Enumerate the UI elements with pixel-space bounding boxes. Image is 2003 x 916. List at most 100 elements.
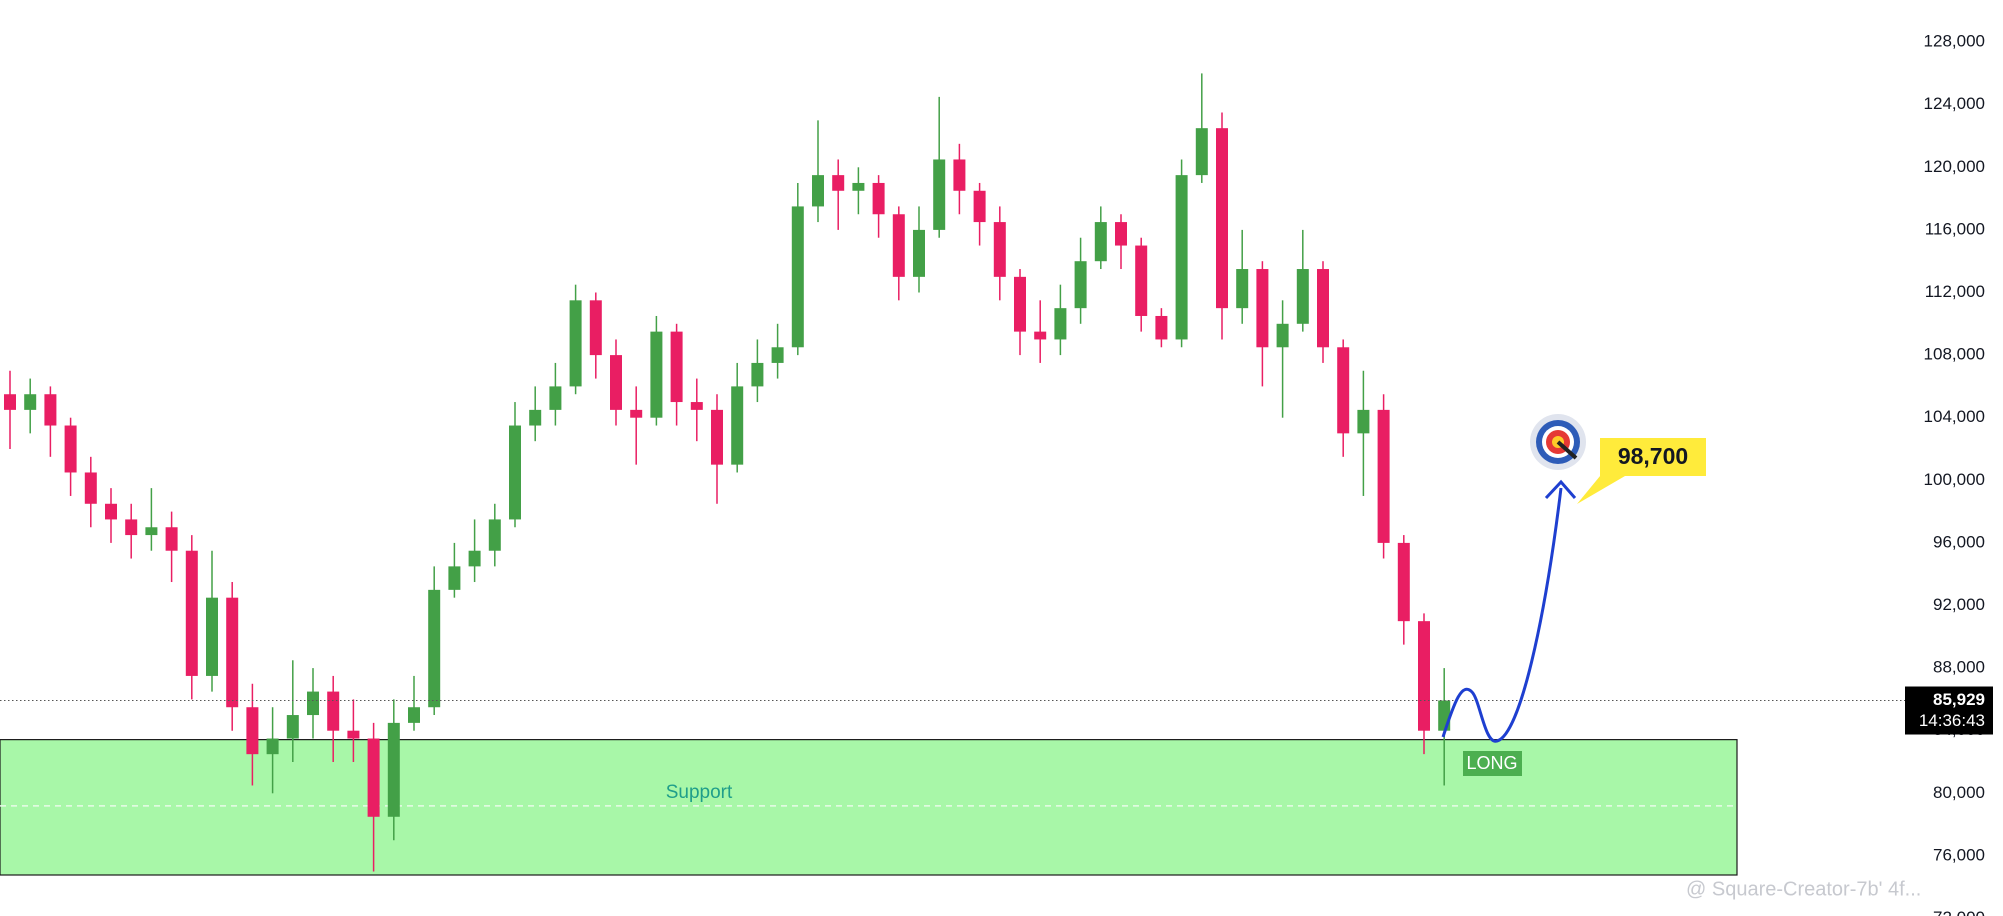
y-tick-label: 96,000 [1933, 532, 1985, 551]
y-tick-label: 76,000 [1933, 845, 1985, 864]
candle-body [549, 386, 562, 410]
candle-body [1155, 315, 1168, 340]
candle-body [408, 707, 420, 723]
y-tick-label: 128,000 [1924, 32, 1985, 51]
candle-body [731, 386, 744, 465]
candle-body [246, 707, 259, 755]
candle-body [1216, 128, 1228, 309]
candle-body [1115, 222, 1127, 246]
candle-body [1317, 269, 1329, 348]
candle-body [1135, 245, 1148, 316]
candle-body [1418, 621, 1430, 731]
candle-body [892, 214, 905, 277]
support-zone [0, 739, 1738, 876]
candle-body [812, 175, 824, 207]
candle-body [852, 182, 865, 191]
candle-body [529, 409, 542, 426]
target-pointer [1577, 470, 1625, 504]
candle-body [185, 550, 198, 676]
y-tick-label: 100,000 [1924, 470, 1985, 489]
candle-body [1276, 323, 1289, 348]
candle-body [1377, 409, 1390, 543]
y-tick-label: 88,000 [1933, 658, 1985, 677]
projection-arrowhead [1544, 479, 1577, 500]
annotations: 98,700 LONG @ Square-Creator-7b' 4f... [1441, 414, 1921, 900]
y-tick-label: 124,000 [1924, 94, 1985, 113]
last-price-label: 85,929 [1933, 690, 1985, 709]
y-tick-label: 120,000 [1924, 157, 1985, 176]
candle-body [347, 730, 360, 739]
candle-body [1236, 269, 1249, 309]
price-axis: 72,00076,00080,00084,00088,00092,00096,0… [0, 32, 1993, 916]
candle-body [953, 159, 966, 191]
candle-body [1296, 269, 1309, 324]
target-icon [1530, 414, 1586, 470]
last-price-box [1905, 686, 1993, 735]
candle-body [4, 394, 16, 410]
candle-body [771, 347, 784, 363]
candle-body [569, 300, 582, 387]
candle-body [327, 691, 340, 731]
candle-body [105, 503, 117, 520]
candle-body [1337, 347, 1350, 434]
candle-body [1175, 175, 1188, 340]
projection-path [1441, 487, 1563, 743]
candles-layer [4, 73, 1451, 872]
candle-body [1094, 222, 1107, 262]
y-tick-label: 112,000 [1925, 282, 1985, 301]
y-tick-label: 104,000 [1924, 407, 1985, 426]
candle-body [307, 691, 319, 716]
candle-body [973, 190, 986, 223]
candle-body [226, 597, 239, 708]
candle-body [125, 519, 138, 536]
support-label: Support [666, 782, 733, 803]
candle-body [1074, 261, 1087, 309]
signal-box [1463, 751, 1522, 776]
candle-body [1054, 308, 1067, 340]
candle-body [1256, 269, 1269, 348]
candle-body [933, 159, 946, 230]
candle-body [448, 566, 461, 590]
y-tick-label: 116,000 [1925, 219, 1985, 238]
candle-body [1195, 128, 1208, 176]
candle-body [670, 331, 683, 403]
candle-body [488, 519, 501, 551]
candle-body [387, 722, 400, 817]
candle-body [165, 527, 178, 551]
candle-body [711, 409, 723, 465]
candle-body [913, 229, 925, 277]
candle-body [286, 715, 299, 739]
candle-body [1014, 276, 1026, 332]
candle-body [509, 425, 521, 520]
target-label: 98,700 [1618, 443, 1688, 469]
candle-body [1357, 409, 1370, 434]
support-zone-layer: Support [0, 739, 1738, 876]
candle-body [206, 597, 218, 676]
candle-body [145, 527, 158, 536]
candle-body [589, 300, 602, 356]
candle-body [690, 402, 703, 410]
candle-body [630, 409, 643, 418]
candle-body [1397, 542, 1410, 622]
candle-body [751, 362, 764, 387]
candle-body [791, 206, 804, 348]
candle-body [610, 355, 622, 410]
countdown-label: 14:36:43 [1919, 711, 1985, 730]
y-tick-label: 80,000 [1933, 783, 1985, 802]
candle-body [1438, 700, 1451, 731]
candle-body [84, 472, 97, 504]
candle-body [993, 222, 1006, 277]
candle-body [367, 738, 380, 817]
dart [1556, 440, 1578, 460]
target-box [1600, 438, 1706, 476]
y-tick-label: 108,000 [1924, 345, 1985, 364]
signal-label: LONG [1466, 753, 1517, 773]
candle-body [24, 394, 37, 410]
candle-body [650, 331, 663, 418]
y-tick-label: 92,000 [1933, 595, 1985, 614]
watermark: @ Square-Creator-7b' 4f... [1686, 878, 1921, 900]
candle-body [872, 182, 885, 215]
candle-body [832, 175, 845, 191]
candle-body [44, 394, 57, 426]
